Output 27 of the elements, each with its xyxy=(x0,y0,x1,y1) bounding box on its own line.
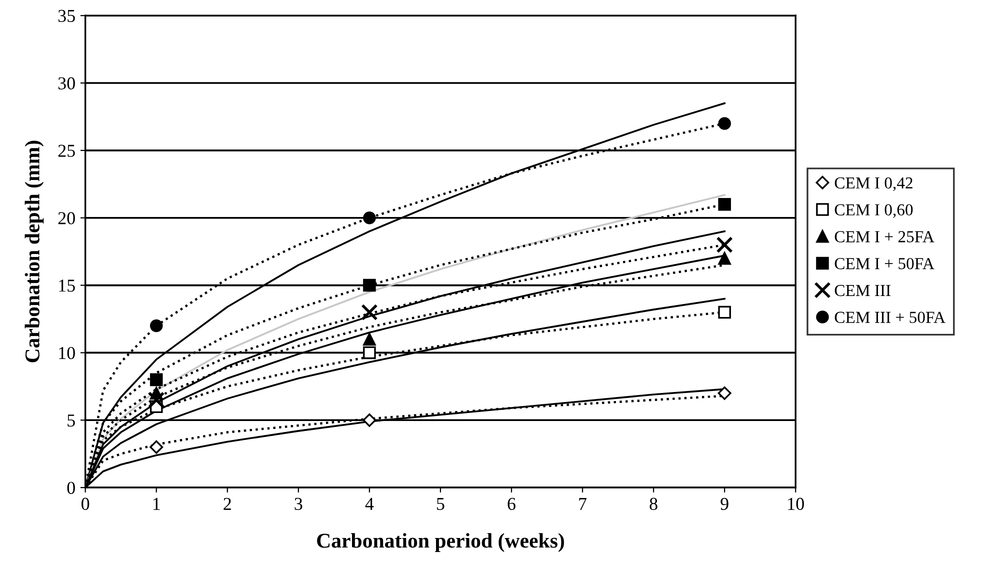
legend-label: CEM III + 50FA xyxy=(834,312,946,323)
legend-label: CEM III xyxy=(834,284,890,296)
x-tick-label: 9 xyxy=(720,498,728,510)
x-tick-label: 7 xyxy=(579,498,587,510)
legend-label: CEM I + 50FA xyxy=(834,258,934,270)
legend-label: CEM I 0,60 xyxy=(834,204,913,218)
y-tick-label: 25 xyxy=(58,144,75,157)
x-tick-label: 0 xyxy=(82,498,90,510)
x-tick-label: 10 xyxy=(788,498,804,510)
y-tick-label: 30 xyxy=(58,77,75,90)
y-tick-label: 10 xyxy=(59,346,75,360)
x-tick-label: 4 xyxy=(365,498,374,510)
x-axis-title: Carbonation period (weeks) xyxy=(317,533,564,552)
x-tick-label: 6 xyxy=(508,498,516,510)
y-tick-label: 5 xyxy=(68,414,75,427)
x-tick-label: 2 xyxy=(224,498,231,510)
y-tick-label: 20 xyxy=(58,212,75,224)
x-tick-label: 3 xyxy=(294,498,302,510)
legend-label: CEM I 0,42 xyxy=(834,177,912,191)
y-tick-label: 35 xyxy=(58,10,75,22)
y-axis-title: Carbonation depth (mm) xyxy=(24,140,44,362)
x-tick-label: 5 xyxy=(437,498,444,510)
y-tick-label: 0 xyxy=(67,482,75,494)
y-tick-label: 15 xyxy=(59,280,75,292)
x-tick-label: 8 xyxy=(650,498,658,510)
legend-label: CEM I + 25FA xyxy=(834,231,934,242)
x-tick-label: 1 xyxy=(153,498,160,510)
